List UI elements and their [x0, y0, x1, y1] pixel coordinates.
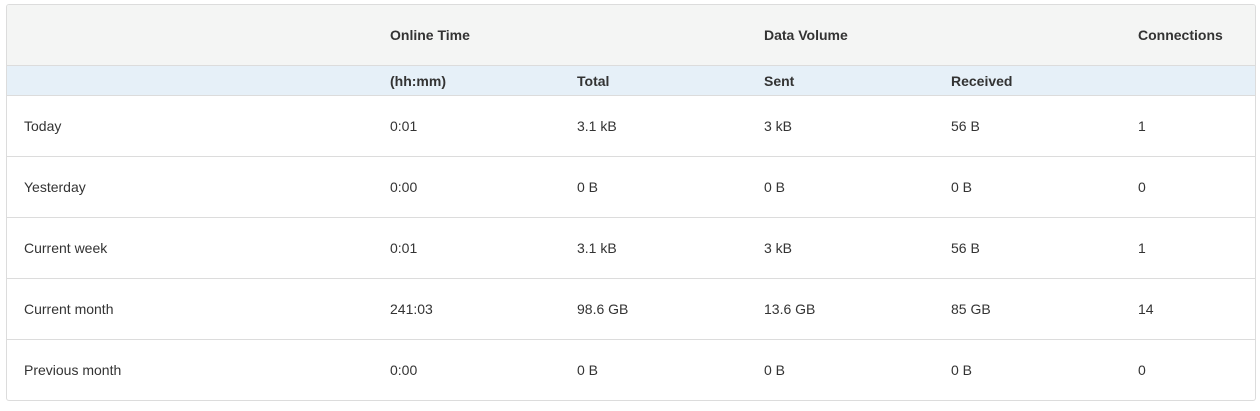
- header-row-cell: Data Volume: [764, 27, 848, 43]
- table-row-cell: 0 B: [951, 362, 973, 378]
- table-row-cell: 241:03: [390, 301, 433, 317]
- online-counter-table: Online Time Data Volume Connections (hh:mm)…: [6, 4, 1256, 401]
- table-row-cell: 1: [1138, 118, 1146, 134]
- table-row-cell: 56 B: [951, 240, 980, 256]
- table-row: Current month 241:03 98.6 GB 13.6 GB 85 GB 14: [7, 279, 1255, 340]
- table-row-cell: Yesterday: [24, 179, 86, 195]
- table-row-cell: 98.6 GB: [577, 301, 629, 317]
- table-row-cell: 3.1 kB: [577, 240, 617, 256]
- table-row-cell: 0:01: [390, 118, 418, 134]
- table-row-cell: 0 B: [951, 179, 973, 195]
- table-row-cell: 3 kB: [764, 118, 793, 134]
- subheader-row-cell: Sent: [764, 72, 795, 89]
- table-row-cell: Current month: [24, 301, 114, 317]
- table-row-cell: 0: [1138, 179, 1146, 195]
- table-row-cell: 0:00: [390, 179, 418, 195]
- table-row-cell: 0 B: [764, 179, 786, 195]
- table-row: Previous month 0:00 0 B 0 B 0 B 0: [7, 340, 1255, 400]
- table-row-cell: 0 B: [577, 362, 599, 378]
- table-row-cell: 14: [1138, 301, 1154, 317]
- header-row: Online Time Data Volume Connections: [7, 5, 1255, 66]
- table-row: Current week 0:01 3.1 kB 3 kB 56 B 1: [7, 218, 1255, 279]
- table-row-cell: Previous month: [24, 362, 122, 378]
- subheader-row: (hh:mm) Total Sent Received: [7, 66, 1255, 96]
- table-row: Yesterday 0:00 0 B 0 B 0 B 0: [7, 157, 1255, 218]
- table-row-cell: 0:00: [390, 362, 418, 378]
- table-row-cell: 0: [1138, 362, 1146, 378]
- table-row-cell: 3 kB: [764, 240, 793, 256]
- subheader-row-cell: Received: [951, 72, 1013, 89]
- table-row-cell: 0 B: [764, 362, 786, 378]
- header-row-cell: Online Time: [390, 27, 470, 43]
- table-row-cell: 13.6 GB: [764, 301, 816, 317]
- table-row-cell: Current week: [24, 240, 108, 256]
- subheader-row-cell: Total: [577, 72, 610, 89]
- table-row-cell: 0:01: [390, 240, 418, 256]
- header-row-cell: Connections: [1138, 27, 1223, 43]
- table-row-cell: 0 B: [577, 179, 599, 195]
- table-row-cell: Today: [24, 118, 62, 134]
- table-row-cell: 1: [1138, 240, 1146, 256]
- table-row-cell: 56 B: [951, 118, 980, 134]
- table-row-cell: 3.1 kB: [577, 118, 617, 134]
- table-row-cell: 85 GB: [951, 301, 991, 317]
- subheader-row-cell: (hh:mm): [390, 72, 446, 89]
- table-row: Today 0:01 3.1 kB 3 kB 56 B 1: [7, 96, 1255, 157]
